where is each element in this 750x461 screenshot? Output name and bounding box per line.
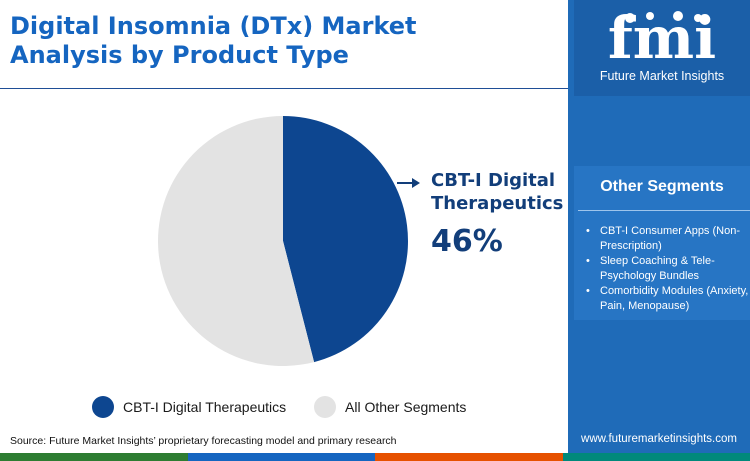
legend-label: CBT-I Digital Therapeutics: [123, 399, 287, 415]
callout-arrow-icon: [397, 178, 420, 188]
other-segments-card: [574, 166, 750, 320]
other-segment-label: CBT-I Consumer Apps (Non-Prescription): [600, 225, 740, 252]
pie-slice-other: [158, 116, 315, 366]
pie-slice-cbti: [283, 115, 409, 363]
bullet-icon: •: [586, 255, 590, 267]
legend-swatch: [92, 396, 114, 418]
footer-segment: [375, 453, 563, 461]
legend-swatch: [314, 396, 336, 418]
legend-label: All Other Segments: [345, 399, 467, 415]
page-title: Digital Insomnia (DTx) Market Analysis b…: [10, 12, 417, 69]
footer-segment: [187, 453, 375, 461]
footer-color-bar: [0, 453, 750, 461]
website-link[interactable]: www.futuremarketinsights.com: [581, 433, 737, 445]
bullet-icon: •: [586, 285, 590, 297]
bullet-icon: •: [586, 225, 590, 237]
other-segments-divider: [578, 210, 750, 211]
list-item: • CBT-I Consumer Apps (Non-Prescription): [584, 224, 750, 254]
other-segments-list: • CBT-I Consumer Apps (Non-Prescription) …: [584, 224, 750, 314]
legend-item-other: All Other Segments: [314, 395, 466, 419]
logo-caption: Future Market Insights: [599, 69, 725, 83]
chart-legend: CBT-I Digital Therapeutics All Other Seg…: [0, 395, 568, 419]
callout-value: 46%: [431, 224, 503, 259]
callout-label: CBT-I Digital Therapeutics: [431, 170, 564, 214]
list-item: • Comorbidity Modules (Anxiety, Pain, Men…: [584, 284, 750, 314]
list-item: • Sleep Coaching & Tele-Psychology Bundle…: [584, 254, 750, 284]
other-segment-label: Comorbidity Modules (Anxiety, Pain, Meno…: [600, 285, 749, 312]
footer-segment: [562, 453, 750, 461]
pie-chart: [158, 115, 420, 366]
other-segment-label: Sleep Coaching & Tele-Psychology Bundles: [600, 255, 715, 282]
fmi-logo-icon: fmi: [608, 8, 716, 64]
title-divider: [0, 88, 568, 89]
source-note: Source: Future Market Insights’ propriet…: [10, 435, 397, 447]
other-segments-title: Other Segments: [600, 178, 724, 195]
footer-segment: [0, 453, 188, 461]
logo-box: [574, 0, 750, 96]
legend-item-cbti: CBT-I Digital Therapeutics: [92, 395, 286, 419]
